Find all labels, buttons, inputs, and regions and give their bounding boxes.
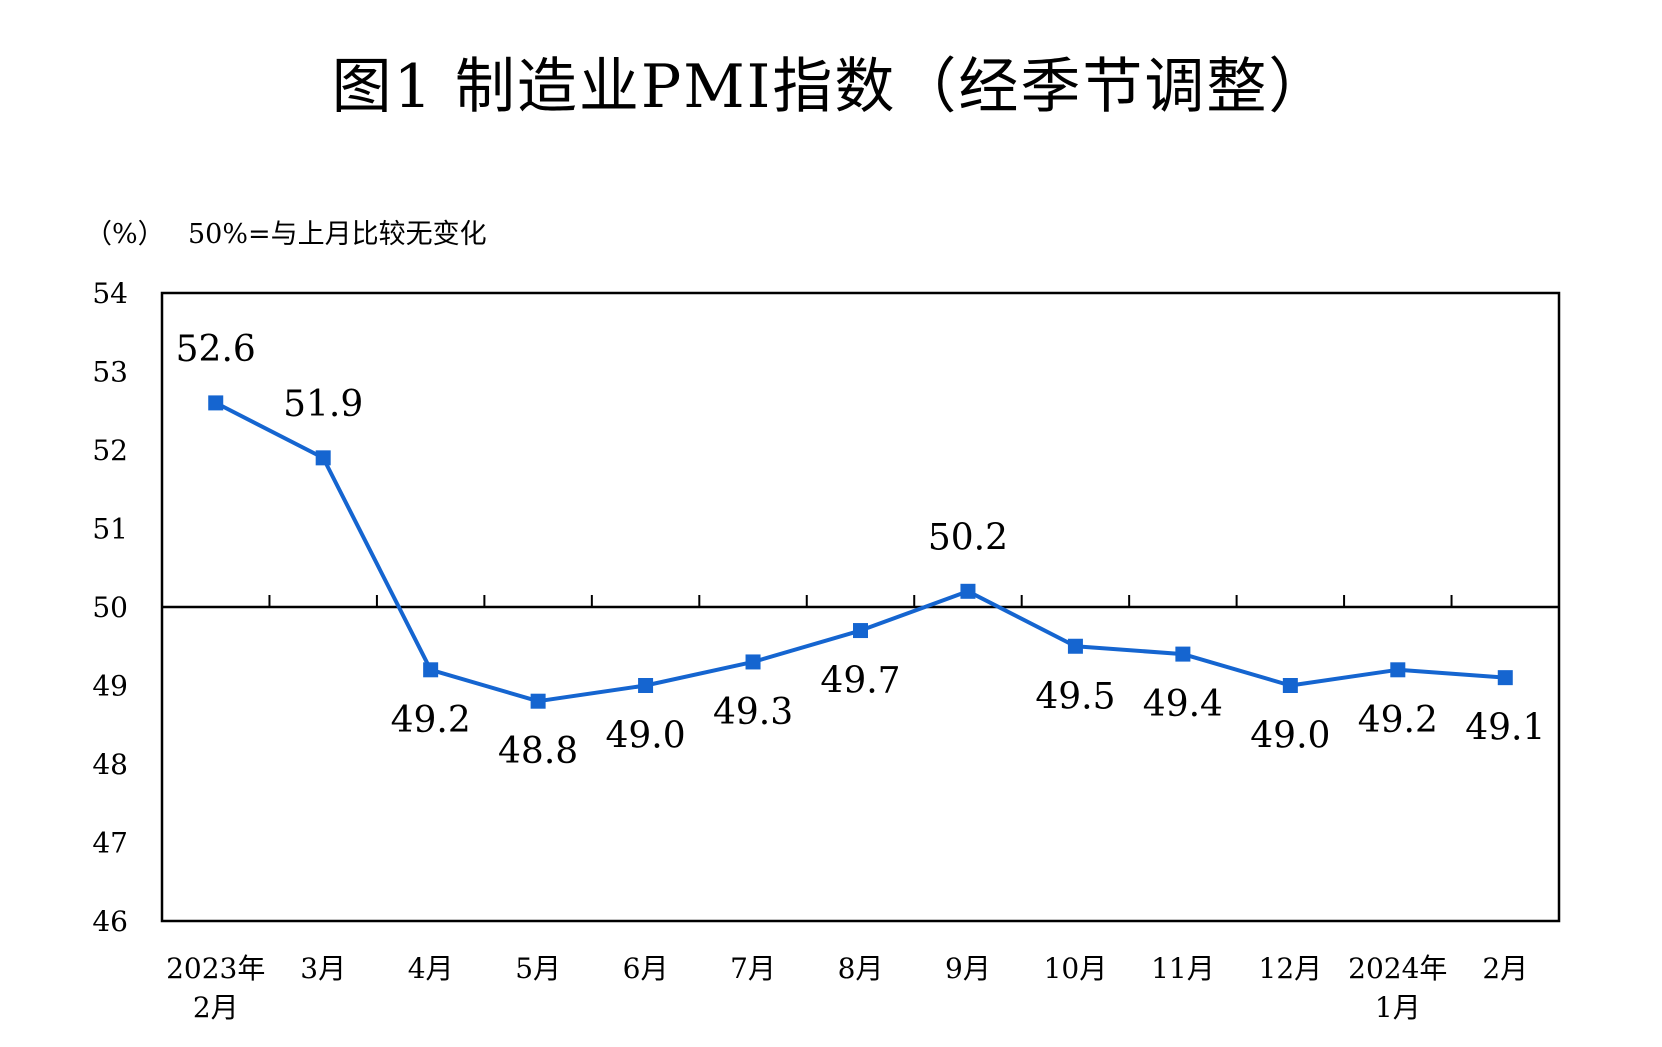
data-point-marker bbox=[960, 583, 976, 599]
data-label: 49.3 bbox=[713, 692, 793, 733]
data-point-marker bbox=[853, 623, 868, 639]
series-line bbox=[214, 401, 1506, 704]
x-tick-label: 2月 bbox=[193, 991, 239, 1024]
y-tick-label: 48 bbox=[92, 748, 128, 781]
data-label: 50.2 bbox=[928, 517, 1008, 558]
x-tick-label: 6月 bbox=[623, 952, 669, 985]
x-tick-label: 8月 bbox=[838, 952, 884, 985]
x-tick-label: 7月 bbox=[730, 952, 776, 985]
y-tick-label: 53 bbox=[92, 356, 128, 389]
y-tick-label: 51 bbox=[92, 513, 128, 546]
data-label: 49.1 bbox=[1465, 708, 1545, 749]
y-tick-label: 50 bbox=[92, 591, 128, 624]
data-label: 51.9 bbox=[283, 384, 363, 425]
data-label: 49.4 bbox=[1143, 684, 1223, 725]
data-label: 49.0 bbox=[1250, 716, 1330, 757]
y-axis-unit-label: （%） bbox=[85, 219, 165, 250]
data-label: 52.6 bbox=[176, 329, 256, 370]
x-tick-label: 12月 bbox=[1259, 952, 1323, 985]
x-axis: 2023年 2月 3月 4月 5月 6月 7月 8月 9月 10月 11月 12月 2024年 1月 2月 bbox=[166, 952, 1528, 1024]
data-point-marker bbox=[315, 450, 331, 466]
data-point-marker bbox=[1282, 678, 1298, 693]
x-tick-label: 2023年 bbox=[166, 952, 265, 985]
data-point-marker bbox=[745, 654, 761, 670]
y-tick-label: 52 bbox=[92, 434, 128, 467]
data-label: 48.8 bbox=[498, 731, 578, 772]
data-labels: 52.6 51.9 49.2 48.8 49.0 49.3 49.7 50.2 49.5 49.4… bbox=[176, 329, 1546, 772]
x-tick-label: 2024年 bbox=[1348, 952, 1447, 985]
data-point-marker bbox=[638, 678, 654, 693]
chart-title: 图1 制造业PMI指数（经季节调整） bbox=[331, 52, 1331, 122]
data-label: 49.5 bbox=[1035, 676, 1115, 717]
x-tick-label: 3月 bbox=[300, 952, 346, 985]
y-tick-label: 54 bbox=[92, 277, 128, 310]
y-tick-label: 47 bbox=[92, 827, 128, 860]
data-label: 49.2 bbox=[1358, 700, 1438, 741]
x-tick-label: 2月 bbox=[1482, 952, 1528, 985]
data-label: 49.0 bbox=[605, 716, 685, 757]
data-point-marker bbox=[530, 693, 546, 709]
data-point-marker bbox=[1497, 670, 1513, 686]
x-tick-label: 1月 bbox=[1375, 991, 1421, 1024]
data-point-marker bbox=[1067, 638, 1083, 654]
reference-line-50 bbox=[162, 595, 1559, 609]
y-axis: 46 47 48 49 50 51 52 53 54 bbox=[92, 277, 128, 938]
data-point-marker bbox=[1175, 646, 1191, 662]
x-tick-label: 4月 bbox=[408, 952, 454, 985]
data-point-marker bbox=[1390, 662, 1406, 678]
data-label: 49.2 bbox=[391, 700, 471, 741]
x-tick-label: 5月 bbox=[515, 952, 561, 985]
reference-line-note: 50%=与上月比较无变化 bbox=[188, 219, 487, 250]
y-tick-label: 49 bbox=[92, 670, 128, 703]
x-tick-label: 11月 bbox=[1151, 952, 1215, 985]
x-tick-label: 10月 bbox=[1044, 952, 1108, 985]
data-point-marker bbox=[423, 662, 439, 678]
pmi-series bbox=[208, 395, 1513, 709]
data-point-marker bbox=[208, 395, 224, 411]
data-label: 49.7 bbox=[820, 661, 900, 702]
y-tick-label: 46 bbox=[92, 905, 128, 938]
x-tick-label: 9月 bbox=[945, 952, 991, 985]
